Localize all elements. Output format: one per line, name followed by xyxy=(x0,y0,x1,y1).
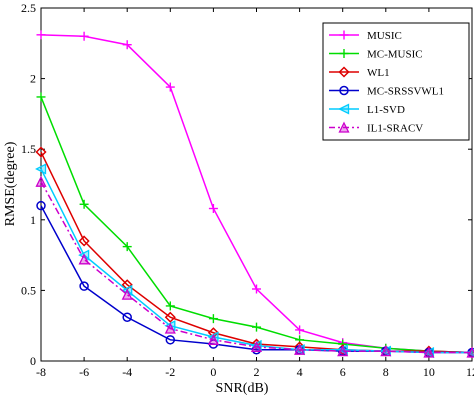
data-point-marker xyxy=(35,175,47,187)
legend-entry: MUSIC xyxy=(329,30,402,42)
data-point-marker xyxy=(36,92,46,102)
x-tick-label: 12 xyxy=(466,365,474,379)
y-axis-label: RMSE(degree) xyxy=(3,141,18,226)
x-tick-label: 8 xyxy=(383,365,389,379)
y-tick-label: 2.5 xyxy=(21,1,36,15)
y-tick-label: 0 xyxy=(30,354,36,368)
series-il1-sracv xyxy=(35,175,474,358)
data-point-marker xyxy=(78,235,90,247)
data-point-marker xyxy=(208,314,218,324)
legend-entry: MC-SRSSVWL1 xyxy=(329,86,444,98)
x-tick-label: 10 xyxy=(423,365,435,379)
legend-label: MC-SRSSVWL1 xyxy=(367,86,444,98)
y-tick-label: 1.5 xyxy=(21,142,36,156)
data-point-marker xyxy=(252,322,261,332)
legend: MUSIC MC-MUSIC WL1 MC-SRSSVWL1 L1-SVD IL1-SRA… xyxy=(322,22,470,141)
data-point-marker xyxy=(338,66,350,78)
data-point-marker xyxy=(339,49,349,58)
plot-area: -8 -6 -4 -2 0 2 4 6 8 10 12 0 0.5 1 1.5 2 2.5 xyxy=(21,1,474,379)
data-point-marker xyxy=(380,345,392,357)
x-tick-label: 4 xyxy=(297,365,303,379)
data-point-marker xyxy=(165,335,176,345)
x-tick-label: 6 xyxy=(340,365,346,379)
data-point-marker xyxy=(36,200,46,211)
y-tick-label: 1 xyxy=(30,213,36,227)
data-point-marker xyxy=(122,242,132,252)
data-point-marker xyxy=(164,311,176,323)
x-tick-label: -6 xyxy=(79,365,89,379)
data-point-marker xyxy=(252,284,261,294)
data-point-marker xyxy=(208,204,218,214)
data-point-marker xyxy=(121,288,133,300)
legend-entry: L1-SVD xyxy=(329,103,405,116)
data-point-marker xyxy=(250,340,263,353)
data-point-marker xyxy=(466,346,474,358)
data-point-marker xyxy=(339,30,349,40)
y-tick-label: 0.5 xyxy=(21,283,36,297)
data-point-marker xyxy=(164,322,176,334)
legend-entry: IL1-SRACV xyxy=(329,121,423,135)
x-tick-label: -2 xyxy=(165,365,175,379)
x-tick-label: 2 xyxy=(254,365,260,379)
legend-entry: MC-MUSIC xyxy=(329,49,423,61)
data-point-marker xyxy=(122,40,132,50)
x-tick-label: -4 xyxy=(122,365,132,379)
legend-label: L1-SVD xyxy=(367,104,405,116)
data-point-marker xyxy=(294,343,306,355)
data-point-marker xyxy=(36,30,46,40)
legend-label: MC-MUSIC xyxy=(367,49,423,61)
data-point-marker xyxy=(207,333,219,345)
x-tick-label: -8 xyxy=(36,365,46,379)
data-point-marker xyxy=(339,85,349,96)
data-point-marker xyxy=(165,82,175,92)
legend-label: MUSIC xyxy=(367,30,402,42)
series-line xyxy=(40,181,472,354)
data-point-marker xyxy=(35,146,47,158)
data-point-marker xyxy=(423,346,435,358)
legend-label: IL1-SRACV xyxy=(367,123,423,135)
legend-label: WL1 xyxy=(367,67,390,79)
data-point-marker xyxy=(79,31,89,41)
legend-entry: WL1 xyxy=(329,66,390,79)
data-point-marker xyxy=(338,103,350,115)
data-point-marker xyxy=(250,338,263,350)
data-point-marker xyxy=(79,199,89,209)
legend-box xyxy=(322,22,470,141)
data-point-marker xyxy=(337,345,349,357)
x-tick-label: 0 xyxy=(210,365,216,379)
y-tick-label: 2 xyxy=(30,72,36,86)
data-point-marker xyxy=(35,163,47,175)
data-point-marker xyxy=(165,301,175,311)
x-axis-label: SNR(dB) xyxy=(216,381,269,396)
data-point-marker xyxy=(79,281,89,291)
data-point-marker xyxy=(338,121,350,133)
data-point-marker xyxy=(122,312,132,322)
data-point-marker xyxy=(78,253,90,265)
data-point-marker xyxy=(295,325,305,335)
